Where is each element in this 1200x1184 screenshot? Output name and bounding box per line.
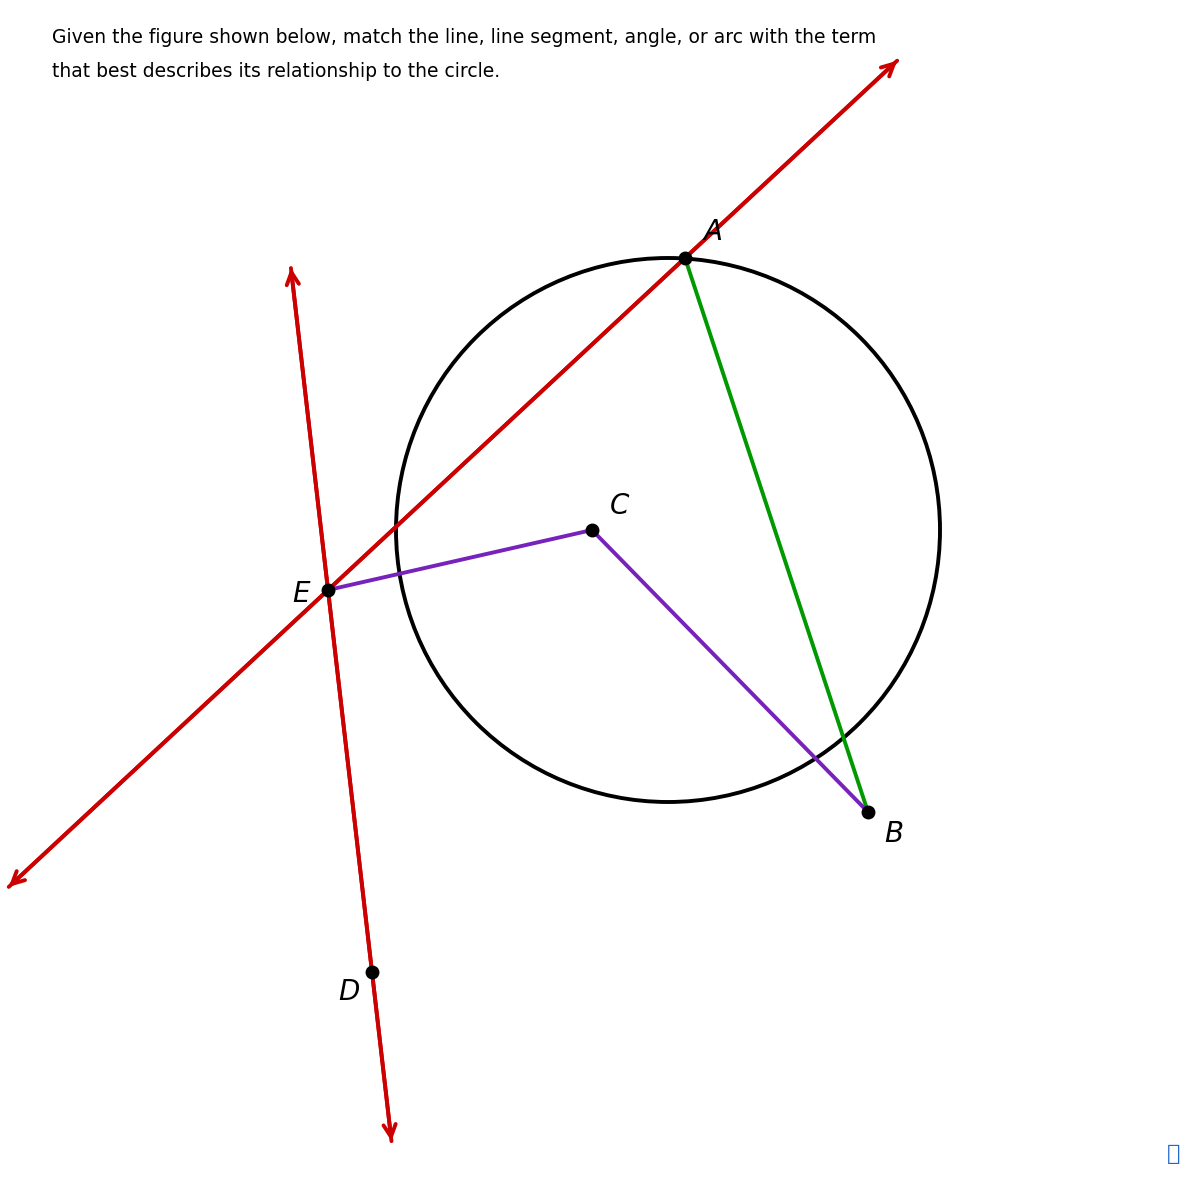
- Text: C: C: [610, 493, 629, 520]
- Text: Given the figure shown below, match the line, line segment, angle, or arc with t: Given the figure shown below, match the …: [52, 28, 876, 47]
- Text: E: E: [293, 580, 310, 609]
- Text: A: A: [703, 218, 722, 246]
- Text: D: D: [338, 978, 360, 1006]
- Text: ⤢: ⤢: [1166, 1144, 1180, 1164]
- Text: that best describes its relationship to the circle.: that best describes its relationship to …: [52, 62, 500, 81]
- Text: B: B: [884, 821, 904, 848]
